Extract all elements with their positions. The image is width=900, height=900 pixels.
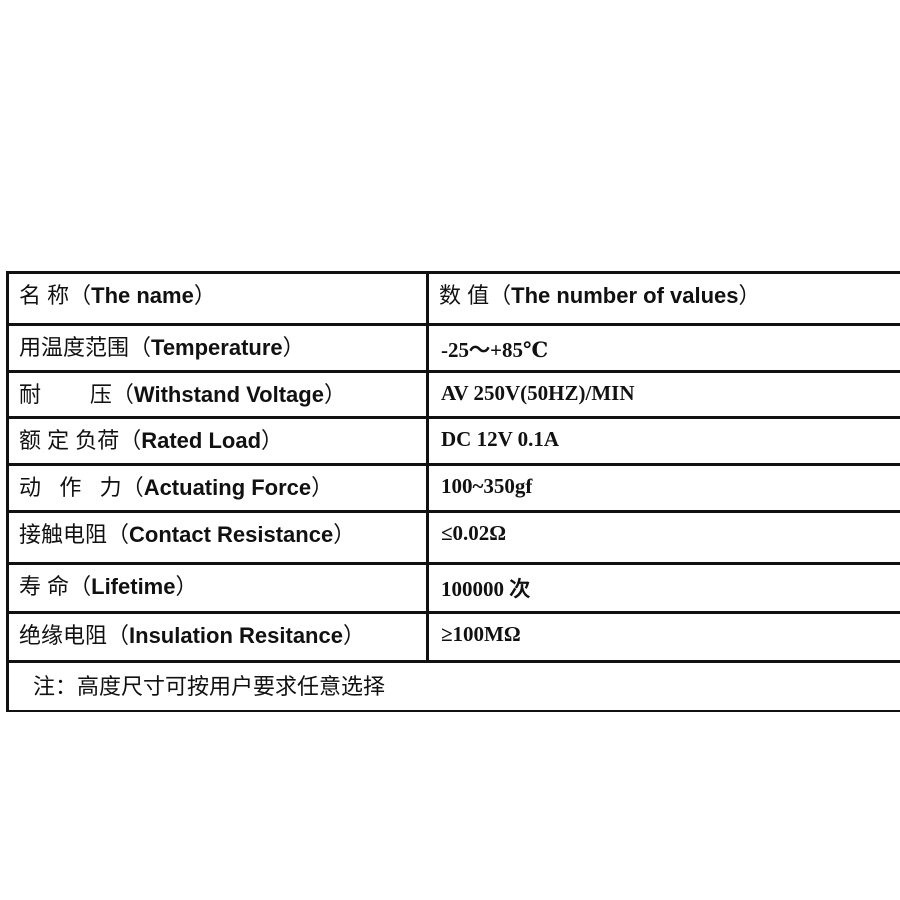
value-cell: ≤0.02Ω [429,513,900,562]
note-row: 注：高度尺寸可按用户要求任意选择 [9,663,900,713]
value-cell: -25～+85℃ [429,326,900,370]
table-row: 动 作 力（Actuating Force） 100~350gf [9,466,900,513]
row-label: 寿 命（Lifetime） [19,574,198,599]
row-label: 额 定 负荷（Rated Load） [19,428,284,453]
name-cell: 用温度范围（Temperature） [9,326,429,370]
row-label: 动 作 力（Actuating Force） [19,475,334,500]
name-cell: 额 定 负荷（Rated Load） [9,419,429,463]
table-header-row: 名 称（The name） 数 值（The number of values） [9,274,900,326]
header-value-cell: 数 值（The number of values） [429,274,900,323]
row-value: DC 12V 0.1A [441,427,560,451]
table-row: 耐 压（Withstand Voltage） AV 250V(50HZ)/MIN [9,373,900,419]
table-row: 绝缘电阻（Insulation Resitance） ≥100MΩ [9,614,900,663]
name-cell: 接触电阻（Contact Resistance） [9,513,429,562]
value-cell: AV 250V(50HZ)/MIN [429,373,900,416]
header-value-label: 数 值（The number of values） [439,283,761,308]
row-value: ≥100MΩ [441,622,521,646]
table-row: 接触电阻（Contact Resistance） ≤0.02Ω [9,513,900,565]
row-label: 接触电阻（Contact Resistance） [19,522,356,547]
table-row: 用温度范围（Temperature） -25～+85℃ [9,326,900,373]
row-value: -25～+85℃ [441,338,549,362]
spec-table: 名 称（The name） 数 值（The number of values） … [6,271,900,712]
header-name-cell: 名 称（The name） [9,274,429,323]
row-label: 耐 压（Withstand Voltage） [19,382,346,407]
header-name-label: 名 称（The name） [19,283,216,308]
row-label: 绝缘电阻（Insulation Resitance） [19,623,365,648]
row-label: 用温度范围（Temperature） [19,335,305,360]
note-text: 注：高度尺寸可按用户要求任意选择 [33,674,386,699]
value-cell: 100~350gf [429,466,900,510]
row-value: 100~350gf [441,474,533,498]
row-value: 100000 次 [441,577,531,601]
name-cell: 耐 压（Withstand Voltage） [9,373,429,416]
name-cell: 绝缘电阻（Insulation Resitance） [9,614,429,660]
name-cell: 寿 命（Lifetime） [9,565,429,611]
name-cell: 动 作 力（Actuating Force） [9,466,429,510]
value-cell: DC 12V 0.1A [429,419,900,463]
row-value: ≤0.02Ω [441,521,507,545]
table-row: 寿 命（Lifetime） 100000 次 [9,565,900,614]
value-cell: ≥100MΩ [429,614,900,660]
value-cell: 100000 次 [429,565,900,611]
row-value: AV 250V(50HZ)/MIN [441,381,635,405]
table-row: 额 定 负荷（Rated Load） DC 12V 0.1A [9,419,900,466]
